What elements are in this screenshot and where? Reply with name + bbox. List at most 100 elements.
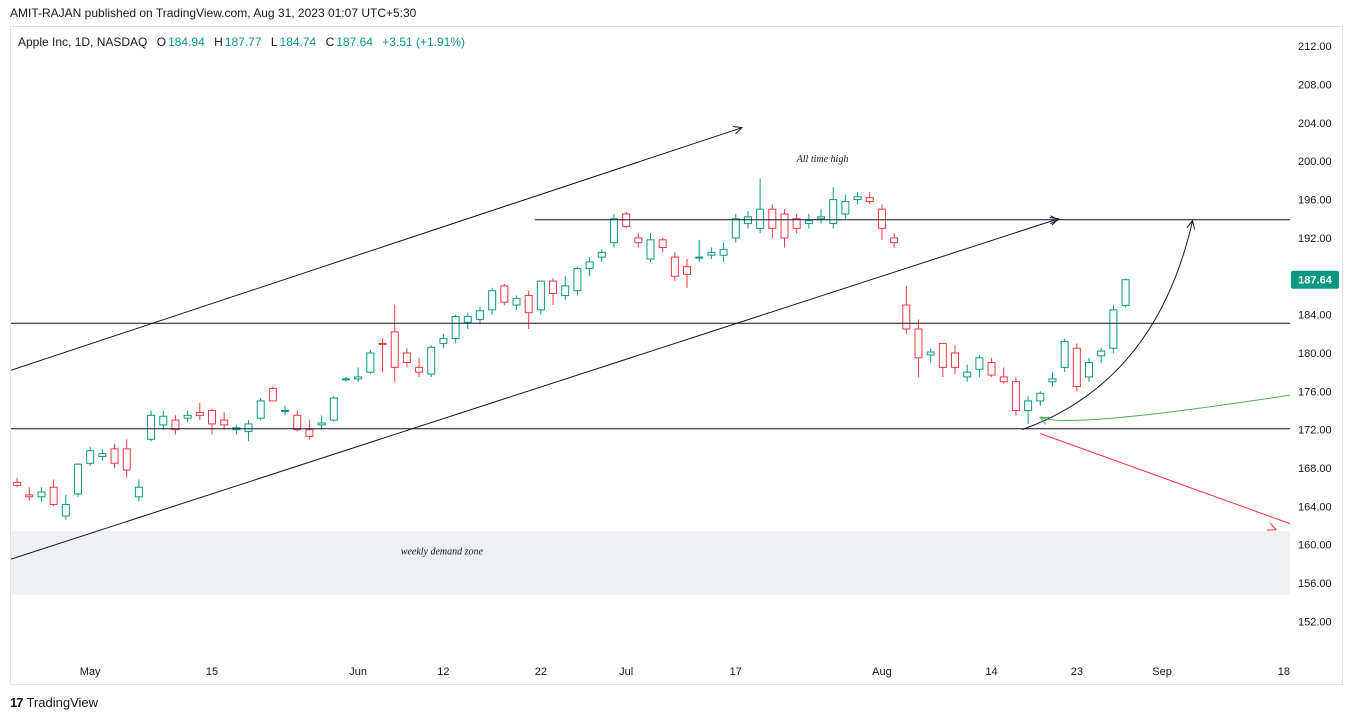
- green-curve: [1040, 394, 1290, 422]
- candle-up: [37, 491, 46, 498]
- x-tick-label: 23: [1071, 666, 1083, 678]
- candle-up: [1060, 340, 1069, 368]
- brand-name: TradingView: [26, 695, 99, 710]
- candle-up: [73, 463, 82, 495]
- x-tick-label: Sep: [1152, 666, 1172, 678]
- candle-down: [49, 486, 58, 505]
- candle-down: [768, 208, 777, 229]
- change-value: +3.51 (+1.91%): [382, 35, 466, 49]
- y-tick-label: 200.00: [1298, 156, 1332, 168]
- candle-down: [890, 237, 899, 244]
- candle-up: [597, 251, 606, 258]
- open-value: 184.94: [168, 35, 205, 49]
- candle-up: [281, 410, 290, 413]
- candle-up: [1036, 392, 1045, 402]
- candle-up: [646, 239, 655, 260]
- candle-up: [451, 316, 460, 340]
- y-tick-label: 184.00: [1298, 310, 1332, 322]
- candle-down: [390, 331, 399, 368]
- y-tick-label: 176.00: [1298, 386, 1332, 398]
- candle-up: [98, 453, 107, 458]
- candle-down: [792, 218, 801, 229]
- candle-down: [415, 366, 424, 373]
- candle-down: [987, 362, 996, 376]
- candle-up: [1085, 362, 1094, 378]
- demand-zone-annotation: weekly demand zone: [401, 546, 484, 557]
- candle-up: [926, 351, 935, 356]
- candle-up: [183, 414, 192, 419]
- candle-down: [378, 342, 387, 345]
- low-value: 184.74: [279, 35, 317, 49]
- candle-down: [110, 448, 119, 464]
- candle-down: [938, 342, 947, 368]
- x-tick-label: 18: [1278, 666, 1290, 678]
- candle-up: [61, 503, 70, 517]
- candle-down: [780, 213, 789, 239]
- y-tick-label: 204.00: [1298, 118, 1332, 130]
- candle-up: [817, 216, 826, 220]
- candle-up: [439, 338, 448, 344]
- high-value: 187.77: [224, 35, 262, 49]
- candle-up: [329, 397, 338, 421]
- candle-up: [86, 450, 95, 464]
- candle-down: [902, 304, 911, 330]
- candle-down: [402, 352, 411, 364]
- tradingview-logo-icon: 17: [10, 695, 24, 710]
- candle-up: [256, 400, 265, 419]
- y-tick-label: 152.00: [1298, 616, 1332, 628]
- candle-up: [475, 310, 484, 320]
- candle-up: [366, 352, 375, 373]
- candle-up: [719, 248, 728, 256]
- x-tick-label: Jul: [619, 666, 633, 678]
- footer-brand[interactable]: 17 TradingView: [10, 695, 98, 710]
- candle-up: [731, 218, 740, 239]
- candle-up: [573, 268, 582, 292]
- candle-down: [13, 481, 22, 486]
- candle-down: [195, 411, 204, 416]
- low-label: L: [270, 35, 278, 49]
- candle-up: [561, 285, 570, 296]
- symbol-title: Apple Inc, 1D, NASDAQ: [18, 35, 148, 49]
- y-tick-label: 180.00: [1298, 348, 1332, 360]
- candle-down: [220, 419, 229, 426]
- candle-up: [134, 486, 143, 498]
- x-tick-label: 17: [730, 666, 742, 678]
- candle-up: [488, 290, 497, 311]
- candle-up: [147, 414, 156, 440]
- y-tick-label: 192.00: [1298, 233, 1332, 245]
- publisher-line: AMIT-RAJAN published on TradingView.com,…: [10, 6, 417, 20]
- candle-down: [914, 328, 923, 359]
- candle-down: [524, 294, 533, 314]
- channel-lower-arrow-icon: [1049, 217, 1060, 226]
- candle-down: [658, 239, 667, 249]
- candle-up: [159, 415, 168, 426]
- candle-down: [207, 410, 216, 425]
- candle-down: [670, 256, 679, 277]
- high-label: H: [214, 35, 223, 49]
- last-price-label: 187.64: [1298, 275, 1333, 287]
- candle-up: [975, 357, 984, 370]
- candle-up: [609, 218, 618, 244]
- candle-down: [1011, 381, 1020, 412]
- y-tick-label: 156.00: [1298, 578, 1332, 590]
- candle-up: [963, 371, 972, 378]
- candle-up: [1048, 378, 1057, 383]
- candle-down: [683, 266, 692, 275]
- candle-down: [877, 208, 886, 229]
- candle-up: [707, 251, 716, 256]
- x-tick-label: 22: [535, 666, 547, 678]
- candle-up: [853, 196, 862, 201]
- candle-down: [268, 387, 277, 402]
- channel-upper-arrow-icon: [732, 126, 743, 135]
- x-tick-label: 14: [985, 666, 997, 678]
- close-label: C: [325, 35, 335, 49]
- chart-frame: [10, 26, 1343, 685]
- green-curve-arrow-icon: [1039, 416, 1050, 425]
- candle-up: [536, 280, 545, 311]
- candle-down: [951, 352, 960, 368]
- red-downside-line: [1040, 433, 1290, 525]
- close-value: 187.64: [336, 35, 373, 49]
- candle-up: [1121, 279, 1130, 307]
- candle-up: [427, 346, 436, 375]
